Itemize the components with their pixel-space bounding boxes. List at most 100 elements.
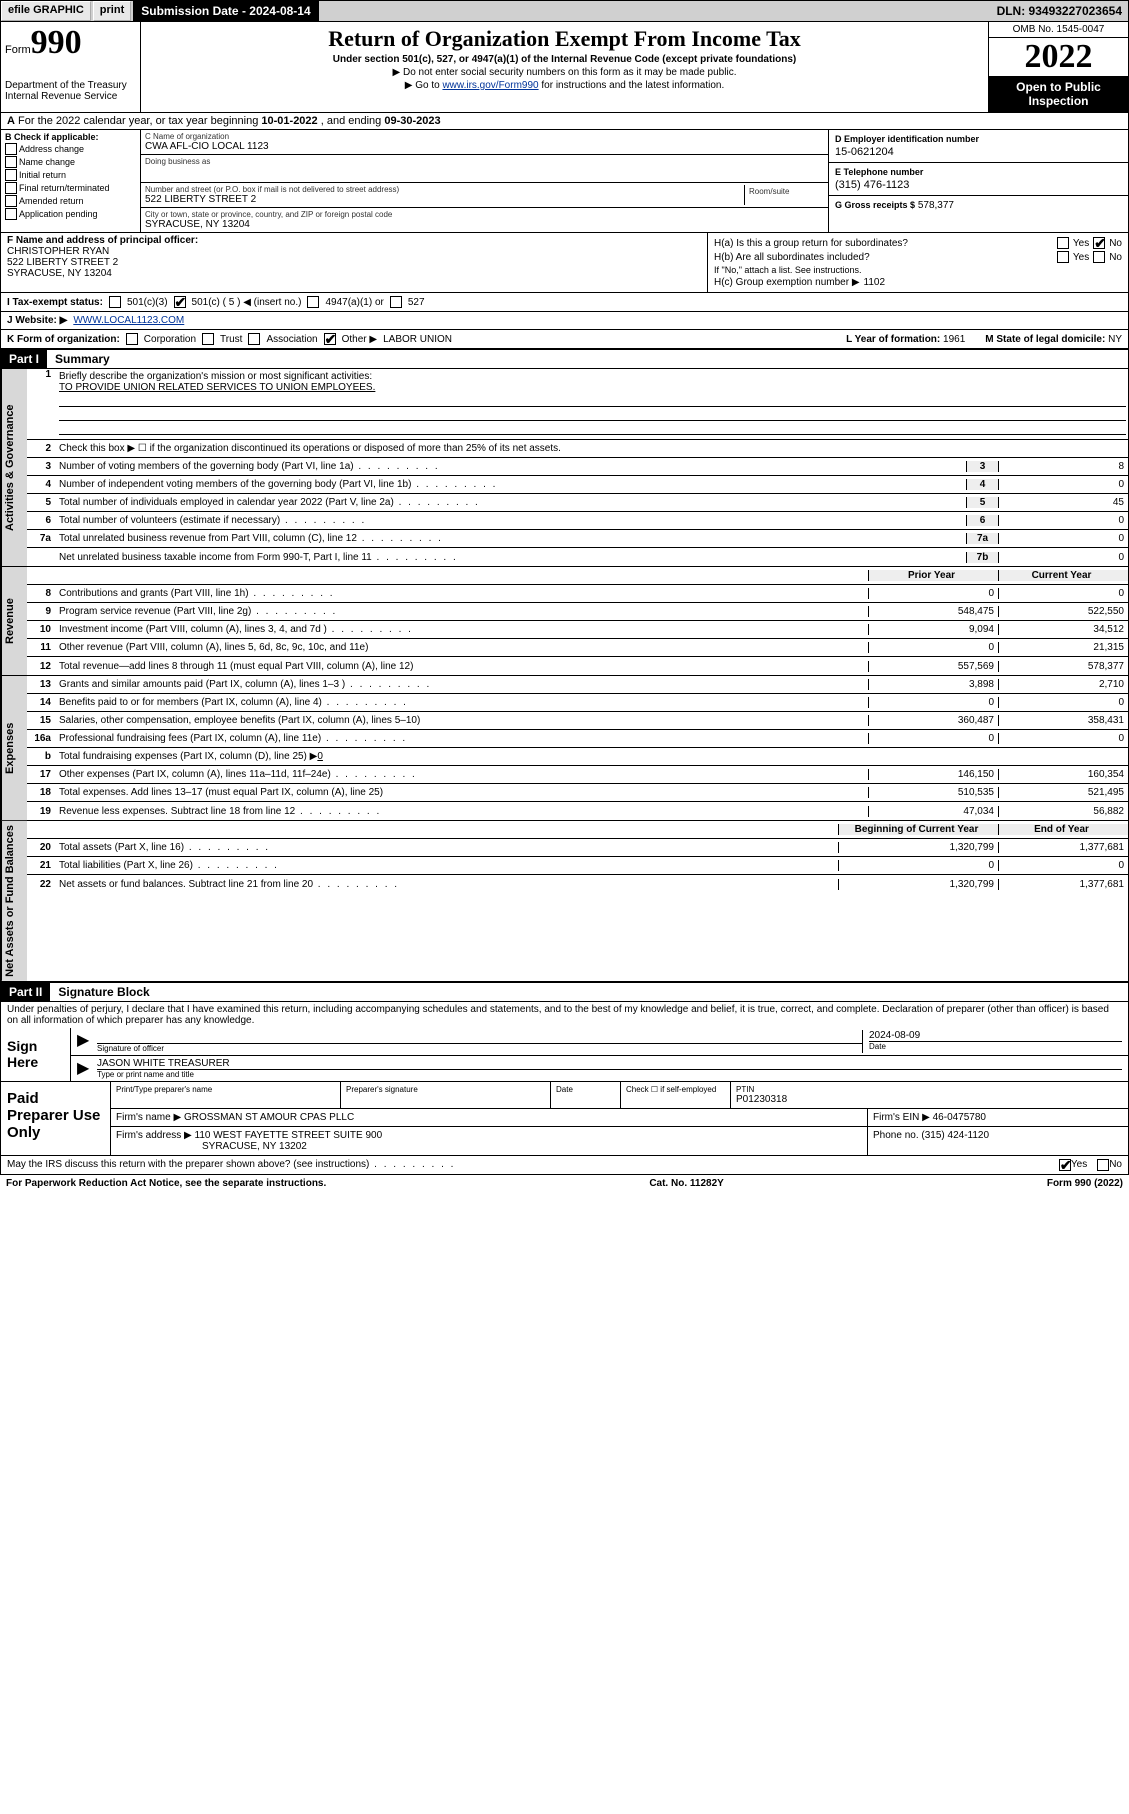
q15: Salaries, other compensation, employee b… (57, 713, 868, 728)
discuss-no[interactable] (1097, 1159, 1109, 1171)
q14: Benefits paid to or for members (Part IX… (57, 695, 868, 710)
k-corp[interactable] (126, 333, 138, 345)
part2-bar: Part II Signature Block (0, 982, 1129, 1002)
form-number: 990 (31, 24, 82, 62)
city-label: City or town, state or province, country… (145, 210, 824, 219)
v7a: 0 (998, 533, 1128, 544)
part1-bar: Part I Summary (0, 349, 1129, 369)
q6: Total number of volunteers (estimate if … (57, 513, 966, 528)
current-year-hdr: Current Year (998, 570, 1128, 581)
part2-title: Signature Block (50, 983, 157, 1001)
irs-link[interactable]: www.irs.gov/Form990 (442, 80, 538, 91)
v3: 8 (998, 461, 1128, 472)
tax-year: 2022 (989, 38, 1128, 76)
tab-expenses: Expenses (1, 676, 27, 820)
website-link[interactable]: WWW.LOCAL1123.COM (73, 315, 184, 326)
i-501c[interactable] (174, 296, 186, 308)
room-label: Room/suite (749, 187, 789, 196)
chk-amended[interactable] (5, 195, 17, 207)
k-assoc[interactable] (248, 333, 260, 345)
c9: 522,550 (998, 606, 1128, 617)
q7a: Total unrelated business revenue from Pa… (57, 531, 966, 546)
efile-button[interactable]: efile GRAPHIC (1, 1, 91, 21)
type-name-label: Type or print name and title (97, 1070, 1122, 1079)
ptin-value: P01230318 (736, 1094, 1123, 1105)
summary-revenue: Revenue Prior YearCurrent Year 8Contribu… (0, 567, 1129, 676)
discuss-yes[interactable] (1059, 1159, 1071, 1171)
col-d: D Employer identification number 15-0621… (828, 130, 1128, 232)
ha-yes[interactable] (1057, 237, 1069, 249)
arrow-icon: ▶ (77, 1030, 97, 1053)
c20: 1,377,681 (998, 842, 1128, 853)
q3: Number of voting members of the governin… (57, 459, 966, 474)
footer-bar: For Paperwork Reduction Act Notice, see … (0, 1175, 1129, 1192)
q4: Number of independent voting members of … (57, 477, 966, 492)
tab-revenue: Revenue (1, 567, 27, 675)
i-527[interactable] (390, 296, 402, 308)
dept-label: Department of the Treasury Internal Reve… (5, 80, 136, 102)
chk-initial-return[interactable] (5, 169, 17, 181)
date-label: Date (869, 1041, 1122, 1051)
firm-addr2: SYRACUSE, NY 13202 (202, 1141, 307, 1152)
q16b: Total fundraising expenses (Part IX, col… (57, 749, 868, 764)
row-i: I Tax-exempt status: 501(c)(3) 501(c) ( … (0, 293, 1129, 312)
col-b: B Check if applicable: Address change Na… (1, 130, 141, 232)
part1-label: Part I (1, 350, 47, 368)
prior-year-hdr: Prior Year (868, 570, 998, 581)
k-other-value: LABOR UNION (383, 334, 452, 345)
street-address: 522 LIBERTY STREET 2 (145, 194, 744, 205)
q1: Briefly describe the organization's miss… (59, 371, 372, 382)
ha-no[interactable] (1093, 237, 1105, 249)
city-state-zip: SYRACUSE, NY 13204 (145, 219, 824, 230)
hb-yes[interactable] (1057, 251, 1069, 263)
firm-phone: (315) 424-1120 (921, 1130, 989, 1141)
state-domicile: NY (1108, 334, 1122, 345)
k-other[interactable] (324, 333, 336, 345)
q20: Total assets (Part X, line 16) (57, 840, 838, 855)
hb-no[interactable] (1093, 251, 1105, 263)
form-subtitle: Under section 501(c), 527, or 4947(a)(1)… (145, 54, 984, 65)
c17: 160,354 (998, 769, 1128, 780)
sign-here-label: Sign Here (1, 1028, 71, 1081)
p11: 0 (868, 642, 998, 653)
c16a: 0 (998, 733, 1128, 744)
boy-hdr: Beginning of Current Year (838, 824, 998, 835)
self-employed-check[interactable]: Check ☐ if self-employed (621, 1082, 731, 1108)
officer-printed-name: JASON WHITE TREASURER (97, 1058, 1122, 1070)
chk-final-return[interactable] (5, 182, 17, 194)
print-button[interactable]: print (93, 1, 131, 21)
p18: 510,535 (868, 787, 998, 798)
p10: 9,094 (868, 624, 998, 635)
chk-address-change[interactable] (5, 143, 17, 155)
paid-preparer-label: Paid Preparer Use Only (1, 1082, 111, 1155)
arrow-icon: ▶ (77, 1058, 97, 1079)
c18: 521,495 (998, 787, 1128, 798)
c22: 1,377,681 (998, 879, 1128, 890)
q16a: Professional fundraising fees (Part IX, … (57, 731, 868, 746)
col-c: C Name of organization CWA AFL-CIO LOCAL… (141, 130, 828, 232)
part2-label: Part II (1, 983, 50, 1001)
discuss-row: May the IRS discuss this return with the… (0, 1156, 1129, 1175)
summary-governance: Activities & Governance 1 Briefly descri… (0, 369, 1129, 567)
b-label: B Check if applicable: (5, 132, 136, 142)
i-4947[interactable] (307, 296, 319, 308)
p8: 0 (868, 588, 998, 599)
p9: 548,475 (868, 606, 998, 617)
row-a: A For the 2022 calendar year, or tax yea… (0, 113, 1129, 130)
block-fh: F Name and address of principal officer:… (0, 233, 1129, 293)
form-ref: Form 990 (2022) (1047, 1178, 1123, 1189)
chk-app-pending[interactable] (5, 208, 17, 220)
f-label: F Name and address of principal officer: (7, 235, 701, 246)
chk-name-change[interactable] (5, 156, 17, 168)
c-name-label: C Name of organization (145, 132, 824, 141)
c11: 21,315 (998, 642, 1128, 653)
p19: 47,034 (868, 806, 998, 817)
block-bcd: B Check if applicable: Address change Na… (0, 130, 1129, 233)
gross-label: G Gross receipts $ (835, 200, 915, 210)
top-bar: efile GRAPHIC print Submission Date - 20… (0, 0, 1129, 22)
q12: Total revenue—add lines 8 through 11 (mu… (57, 659, 868, 674)
k-trust[interactable] (202, 333, 214, 345)
firm-name: GROSSMAN ST AMOUR CPAS PLLC (184, 1112, 354, 1123)
i-501c3[interactable] (109, 296, 121, 308)
officer-name: CHRISTOPHER RYAN (7, 246, 701, 257)
